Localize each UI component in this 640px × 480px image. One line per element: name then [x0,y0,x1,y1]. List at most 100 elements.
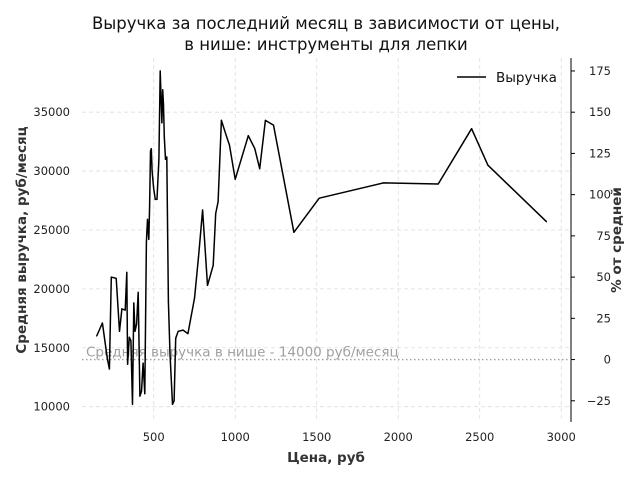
right-y-tick-label: 25 [596,311,611,325]
data-point [108,368,110,370]
x-tick-label: 3000 [547,430,576,444]
data-point [169,353,171,355]
data-point [215,212,217,215]
data-point [124,309,126,311]
series-group [96,70,548,406]
data-point [487,164,489,166]
x-tick-label: 500 [143,430,165,444]
y-tick-label: 20000 [33,282,70,296]
data-point [247,135,249,137]
data-point [158,158,160,160]
data-point [383,182,385,184]
data-point [121,308,123,310]
y-tick-label: 10000 [33,400,70,414]
right-y-tick-label: 50 [596,270,611,284]
data-point [131,403,134,405]
right-y-tick-label: 175 [589,64,611,78]
data-point [139,395,141,397]
data-point [272,124,275,126]
data-point [153,188,155,190]
right-y-tick-label: 150 [589,105,611,119]
data-point [161,122,163,124]
y-tick-label: 30000 [33,164,70,178]
right-y-tick-label: 75 [596,229,611,243]
data-point [144,393,146,395]
data-point [217,201,219,203]
data-point [140,390,143,392]
x-tick-label: 2000 [384,430,413,444]
data-point [151,170,153,172]
series-line [96,70,548,406]
data-point [228,144,231,146]
x-axis-label: Цена, руб [287,450,365,466]
data-point [154,198,156,200]
data-point [173,400,175,402]
x-tick-label: 1500 [302,430,331,444]
data-point [193,297,196,299]
right-y-tick-label: 125 [589,146,611,160]
y-tick-label: 35000 [33,105,70,119]
chart-title-line-2: в нише: инструменты для лепки [184,35,468,54]
data-point [259,168,261,170]
x-axis-ticks: 500 1000 1500 2000 2500 3000 [143,430,576,444]
data-point [177,330,179,332]
x-tick-label: 1000 [221,430,250,444]
data-point [175,335,178,337]
data-point [171,403,174,405]
data-point [545,221,548,223]
y-tick-label: 25000 [33,223,70,237]
data-point [142,362,144,364]
data-point [162,89,164,91]
data-point [115,277,117,279]
legend: Выручка [457,70,557,86]
data-point [212,264,214,266]
data-point [127,363,129,365]
legend-label: Выручка [496,70,557,86]
data-point [136,323,138,325]
right-y-axis-ticks: −25 0 25 50 75 100 125 150 175 [571,64,611,408]
data-point [137,291,139,293]
right-y-tick-label: 100 [589,188,611,202]
data-point [318,197,320,199]
data-point [175,337,177,339]
grid-lines [82,58,571,422]
right-y-axis-label: % от средней [609,187,625,293]
data-point [130,340,132,342]
data-point [146,218,149,220]
data-point [167,301,169,303]
data-point [437,183,439,185]
data-point [471,128,473,130]
data-point [202,209,204,211]
data-point [96,335,98,337]
data-point [148,238,150,240]
data-point [206,284,209,286]
data-point [101,322,103,324]
data-point [220,119,222,121]
data-point [106,357,108,359]
chart-title-line-1: Выручка за последний месяц в зависимости… [92,14,560,33]
data-point [149,205,151,207]
data-point [159,70,161,72]
data-point [134,330,136,332]
data-point [162,104,165,106]
data-point [166,156,168,158]
data-point [197,256,200,258]
data-point [264,119,266,121]
data-point [293,231,295,233]
y-tick-label: 15000 [33,341,70,355]
y-axis-label: Средняя выручка, руб/месяц [14,126,30,353]
data-point [126,271,128,273]
data-point [145,241,147,243]
data-point [182,329,184,331]
x-tick-label: 2500 [465,430,494,444]
right-y-tick-label: 0 [604,353,611,367]
reference-line-label: Средняя выручка в нише - 14000 руб/месяц [86,345,399,361]
data-point [164,158,167,160]
data-point [133,302,135,304]
data-point [156,198,158,200]
data-point [118,330,121,332]
right-y-tick-label: −25 [587,394,611,408]
y-axis-ticks: 10000 15000 20000 25000 30000 35000 [33,105,70,413]
data-point [149,150,152,152]
data-point [234,178,236,180]
